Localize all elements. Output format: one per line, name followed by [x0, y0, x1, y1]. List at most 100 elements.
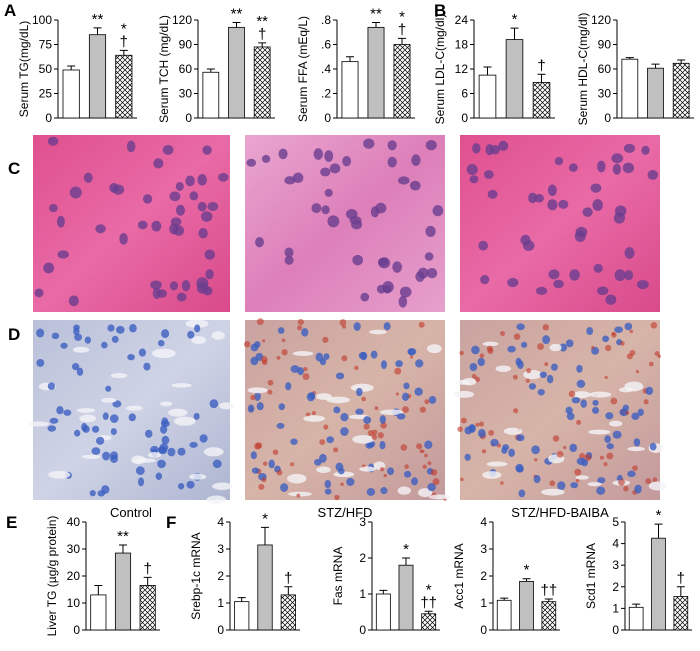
significance: * — [512, 11, 518, 28]
sinusoid — [495, 365, 512, 372]
sinusoid — [369, 329, 387, 335]
sinusoid — [486, 461, 508, 467]
error-bar — [284, 586, 293, 595]
nucleus — [327, 215, 340, 228]
bar — [234, 601, 250, 631]
nucleus — [142, 194, 153, 204]
lipid — [377, 432, 384, 439]
lipid — [481, 449, 487, 454]
nucleus — [202, 145, 212, 155]
nucleus — [425, 139, 437, 151]
y-tick-label: 0 — [185, 111, 192, 125]
bar — [621, 58, 639, 119]
bar — [505, 39, 524, 119]
nucleus — [96, 436, 105, 445]
nucleus — [189, 191, 199, 201]
nucleus — [157, 339, 165, 347]
nucleus — [320, 167, 331, 177]
nucleus — [547, 199, 558, 211]
bar — [88, 34, 107, 119]
sinusoid — [352, 435, 374, 444]
lipid — [290, 462, 295, 467]
nucleus — [387, 156, 397, 168]
nucleus — [483, 170, 494, 179]
nucleus — [593, 263, 603, 273]
lipid — [549, 480, 556, 487]
lipid — [544, 362, 549, 367]
lipid — [432, 478, 440, 486]
sinusoid — [575, 475, 589, 480]
lipid — [542, 324, 549, 331]
nucleus — [352, 254, 364, 266]
nucleus — [633, 438, 641, 447]
nucleus — [60, 342, 68, 349]
lipid — [574, 468, 582, 476]
nucleus — [204, 249, 216, 260]
error-bar — [379, 589, 388, 594]
nucleus — [71, 363, 80, 371]
nucleus — [261, 154, 271, 163]
nucleus — [176, 292, 187, 302]
error-bar — [544, 598, 553, 602]
y-axis-label: Serum TCH (mg/dL) — [157, 15, 171, 123]
significance: * — [403, 541, 409, 558]
lipid — [513, 408, 519, 414]
nucleus — [56, 215, 65, 228]
error-bar — [537, 73, 546, 83]
error-bar — [651, 63, 660, 69]
nucleus — [101, 485, 110, 494]
nucleus — [278, 148, 288, 160]
sinusoid — [608, 420, 623, 427]
nucleus — [209, 399, 219, 409]
panel-letter: D — [8, 325, 20, 344]
nucleus — [47, 136, 59, 146]
error-bar — [346, 56, 354, 62]
sinusoid — [48, 470, 71, 479]
nucleus — [51, 332, 60, 340]
nucleus — [112, 400, 122, 408]
y-tick-label: 4 — [480, 515, 487, 529]
lipid — [342, 324, 346, 329]
nucleus — [464, 453, 471, 461]
nucleus — [199, 434, 208, 443]
nucleus — [522, 240, 535, 251]
lipid — [334, 494, 340, 501]
nucleus — [565, 406, 573, 415]
nucleus — [415, 359, 424, 368]
lipid — [457, 426, 463, 432]
nucleus — [398, 176, 410, 185]
y-tick-label: 0 — [604, 111, 611, 125]
sinusoid — [397, 486, 411, 495]
sinusoid — [549, 343, 562, 352]
nucleus — [250, 451, 257, 460]
nucleus — [173, 225, 185, 236]
nucleus — [604, 435, 611, 443]
nucleus — [197, 201, 207, 212]
y-tick-label: 60 — [179, 62, 193, 76]
nucleus — [127, 353, 135, 361]
nucleus — [311, 203, 322, 214]
lipid — [422, 464, 427, 469]
sinusoid — [589, 391, 612, 398]
nucleus — [553, 279, 564, 289]
lipid — [322, 336, 329, 343]
nucleus — [161, 435, 170, 445]
nucleus — [649, 442, 657, 451]
nucleus — [323, 353, 330, 360]
nucleus — [143, 362, 151, 371]
nucleus — [614, 269, 626, 282]
nucleus — [402, 392, 409, 402]
bar — [90, 594, 107, 631]
nucleus — [138, 477, 145, 487]
nucleus — [109, 414, 119, 423]
y-tick-label: 40 — [67, 515, 81, 529]
sinusoid — [379, 409, 404, 415]
y-tick-label: 0 — [461, 111, 468, 125]
sinusoid — [191, 336, 207, 345]
sinusoid — [303, 415, 325, 422]
nucleus — [324, 150, 334, 162]
y-tick-label: 0 — [612, 623, 619, 637]
y-tick-label: 18 — [455, 38, 469, 52]
nucleus — [379, 440, 386, 450]
nucleus — [536, 286, 548, 295]
